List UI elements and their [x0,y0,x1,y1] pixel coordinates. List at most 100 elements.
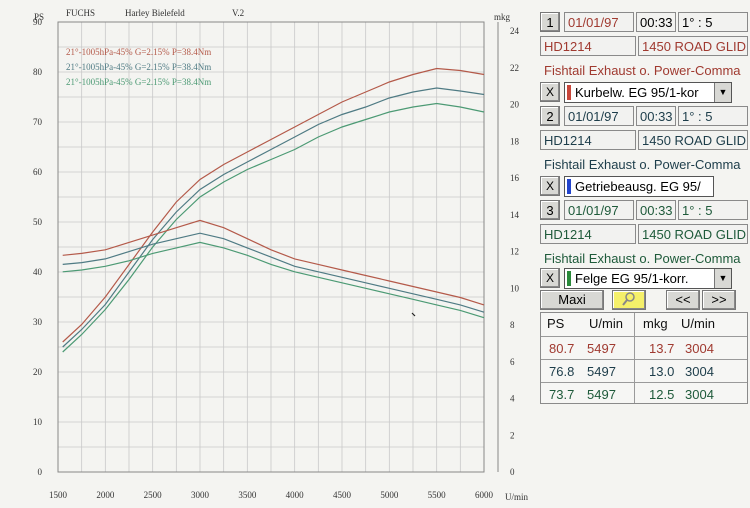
next-button[interactable]: >> [702,290,736,310]
run-panel: 1 01/01/97 00:33 1° : 5 HD1214 1450 ROAD… [540,6,750,506]
y-right-tick-label: 18 [510,136,520,146]
magnifier-button[interactable] [612,290,646,310]
x-tick-label: 4500 [333,490,352,500]
x-tick-label: 3000 [191,490,210,500]
table-row-divider [541,382,747,383]
y-left-tick-label: 0 [38,467,43,477]
series-line-power-1 [62,67,485,343]
ps-axis-unit: PS [34,12,44,22]
y-right-tick-label: 10 [510,283,520,293]
y-left-tick-label: 30 [33,317,43,327]
dyno-chart: 0102030405060708090024681012141618202224… [33,8,529,502]
y-left-tick-label: 50 [33,217,43,227]
run2-close-button[interactable]: X [540,176,560,196]
y-right-tick-label: 16 [510,173,520,183]
header-ps: PS [547,316,565,331]
y-left-tick-label: 20 [33,367,43,377]
x-tick-label: 1500 [49,490,68,500]
run3-test-dropdown[interactable]: Felge EG 95/1-korr. ▼ [564,268,732,289]
mouse-cursor [411,312,416,317]
y-left-tick-label: 80 [33,67,43,77]
magnifier-icon [622,292,635,306]
run1-close-button[interactable]: X [540,82,560,102]
header-rpm-power: U/min [589,316,623,331]
brand-label: FUCHS [66,8,95,18]
run3-test-value: Felge EG 95/1-korr. [575,271,689,286]
run1-test-dropdown[interactable]: Kurbelw. EG 95/1-kor ▼ [564,82,732,103]
run1-id: HD1214 [540,36,636,56]
run1-model: 1450 ROAD GLID [638,36,748,56]
series-line-power-3 [62,102,485,353]
run2-test-value: Getriebeausg. EG 95/ [575,179,701,194]
table-divider [634,313,635,403]
y-right-tick-label: 4 [510,394,515,404]
maxi-button[interactable]: Maxi [540,290,604,310]
y-left-tick-label: 90 [33,17,43,27]
x-tick-label: 5000 [380,490,399,500]
row2-rpm-power: 5497 [587,364,616,379]
y-right-tick-label: 24 [510,26,520,36]
header-mkg: mkg [643,316,668,331]
series-line-torque-1 [62,219,485,306]
series-line-torque-2 [62,232,485,313]
run1-number-button[interactable]: 1 [540,12,560,32]
y-right-tick-label: 12 [510,247,519,257]
legend-run2: 21°-1005hPa-45% G=2.15% P=38.4Nm [66,62,211,72]
table-row-divider [541,336,747,337]
y-right-tick-label: 6 [510,357,515,367]
run2-id: HD1214 [540,130,636,150]
results-table: PS U/min mkg U/min 80.7 5497 13.7 3004 7… [540,312,748,404]
row2-rpm-torque: 3004 [685,364,714,379]
run1-ratio: 1° : 5 [678,12,748,32]
x-tick-label: 3500 [238,490,257,500]
run3-time: 00:33 [636,200,676,220]
run2-time: 00:33 [636,106,676,126]
x-tick-label: 6000 [475,490,494,500]
y-right-tick-label: 2 [510,430,515,440]
row1-ps: 80.7 [549,341,575,356]
y-left-tick-label: 70 [33,117,43,127]
run3-number-button[interactable]: 3 [540,200,560,220]
run1-color-swatch [567,85,571,100]
x-tick-label: 4000 [286,490,305,500]
x-tick-label: 5500 [428,490,447,500]
x-tick-label: 2500 [144,490,163,500]
y-right-tick-label: 14 [510,210,520,220]
row3-ps: 73.7 [549,387,575,402]
table-row-divider [541,359,747,360]
run2-ratio: 1° : 5 [678,106,748,126]
legend-run3: 21°-1005hPa-45% G=2.15% P=38.4Nm [66,77,211,87]
x-tick-label: 2000 [96,490,115,500]
previous-button[interactable]: << [666,290,700,310]
row3-mkg: 12.5 [649,387,675,402]
run3-close-button[interactable]: X [540,268,560,288]
run2-date: 01/01/97 [564,106,634,126]
run1-date: 01/01/97 [564,12,634,32]
chevron-down-icon[interactable]: ▼ [714,269,731,288]
run3-model: 1450 ROAD GLID [638,224,748,244]
run1-time: 00:33 [636,12,676,32]
row1-rpm-torque: 3004 [685,341,714,356]
row3-rpm-power: 5497 [587,387,616,402]
row2-ps: 76.8 [549,364,575,379]
y-right-tick-label: 0 [510,467,515,477]
run3-color-swatch [567,271,571,286]
series-line-torque-3 [62,241,485,319]
row1-mkg: 13.7 [649,341,675,356]
mkg-axis-unit: mkg [494,12,511,22]
run2-number-button[interactable]: 2 [540,106,560,126]
row2-mkg: 13.0 [649,364,675,379]
plot-frame [57,21,485,473]
y-left-tick-label: 40 [33,267,43,277]
run2-note: Fishtail Exhaust o. Power-Comma [544,157,741,172]
row1-rpm-power: 5497 [587,341,616,356]
row3-rpm-torque: 3004 [685,387,714,402]
run3-note: Fishtail Exhaust o. Power-Comma [544,251,741,266]
run3-date: 01/01/97 [564,200,634,220]
header-rpm-torque: U/min [681,316,715,331]
y-left-tick-label: 60 [33,167,43,177]
chevron-down-icon[interactable]: ▼ [714,83,731,102]
run3-ratio: 1° : 5 [678,200,748,220]
legend-run1: 21°-1005hPa-45% G=2.15% P=38.4Nm [66,47,211,57]
run2-test-dropdown[interactable]: Getriebeausg. EG 95/ [564,176,714,197]
